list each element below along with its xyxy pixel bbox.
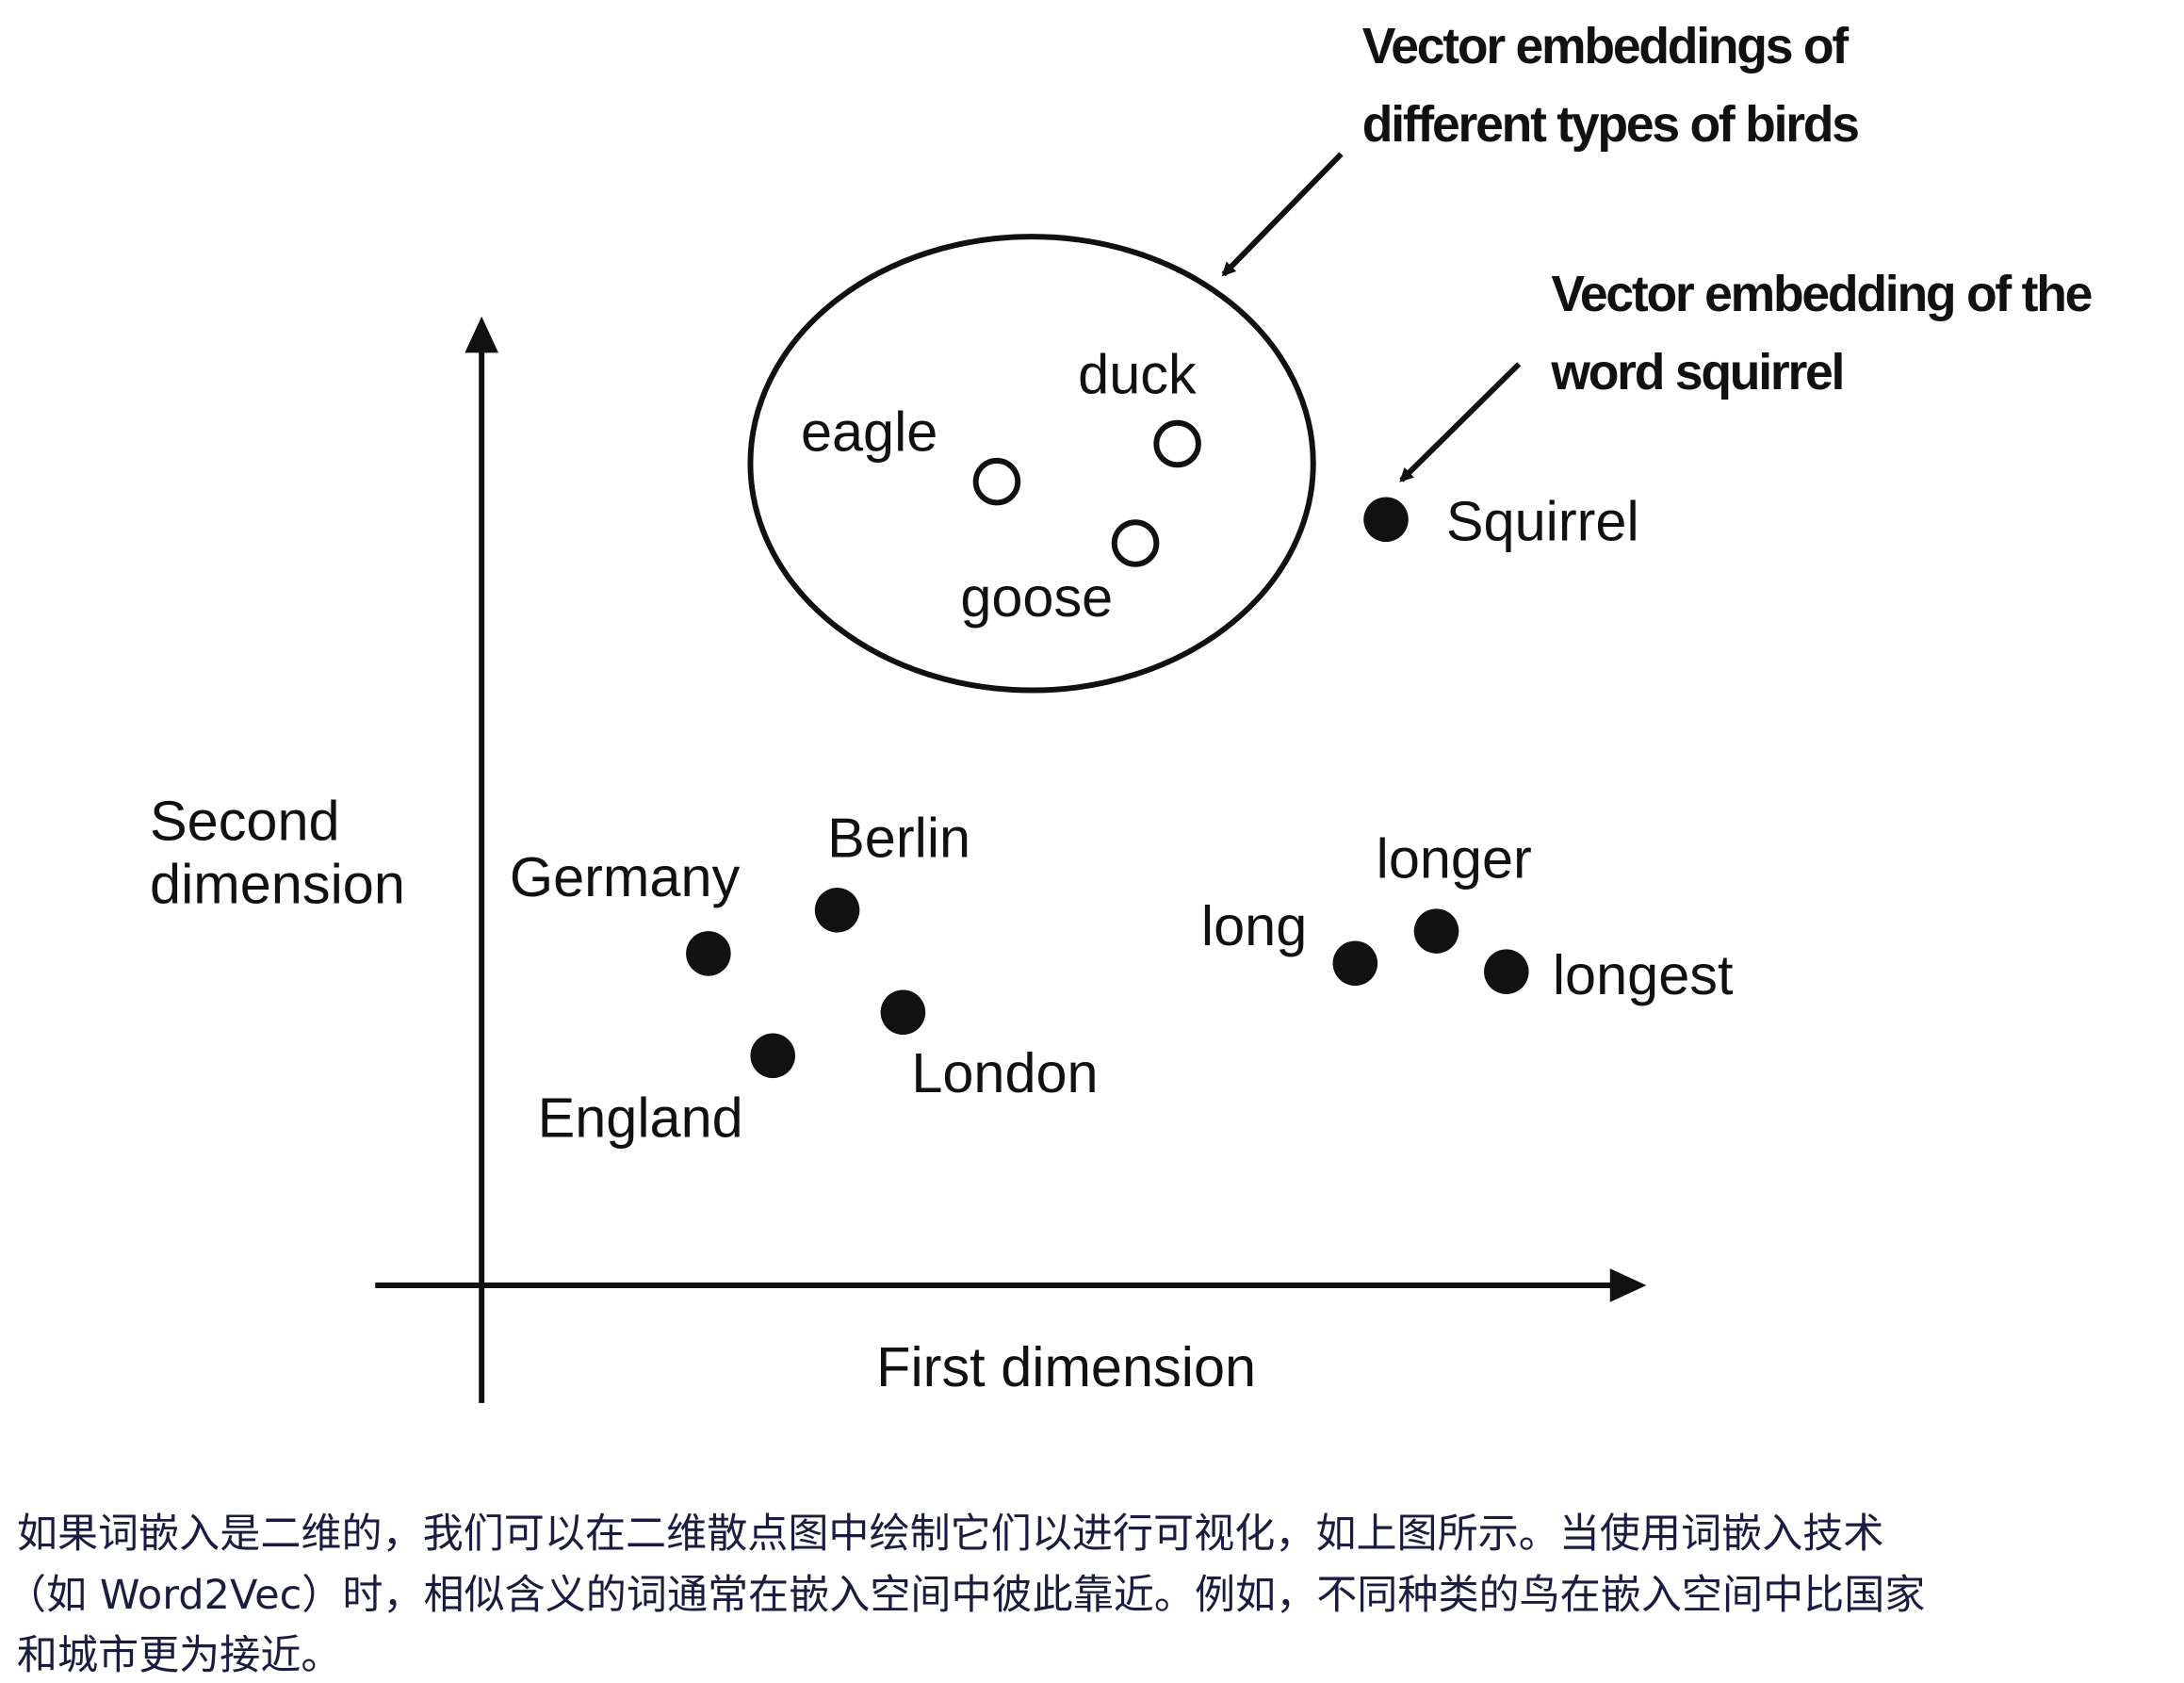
birds-annotation-arrow [1221, 152, 1344, 277]
point-label-berlin: Berlin [827, 806, 970, 869]
point-duck [1153, 419, 1201, 468]
birds-annotation-line-1: Vector embeddings of [1362, 19, 1850, 74]
point-germany [686, 931, 731, 976]
y-axis-label-line-1: Second [150, 790, 340, 853]
point-label-longest: longest [1553, 943, 1734, 1006]
x-axis-arrowhead [1609, 1268, 1647, 1302]
birds-annotation-line-2: different types of birds [1362, 97, 1858, 153]
point-berlin [814, 888, 860, 933]
point-label-london: London [911, 1041, 1098, 1104]
point-england [750, 1033, 795, 1079]
point-label-duck: duck [1078, 343, 1197, 406]
point-label-england: England [538, 1087, 743, 1150]
point-label-goose: goose [960, 565, 1113, 629]
point-eagle [972, 457, 1021, 506]
point-squirrel [1363, 497, 1409, 543]
point-london [880, 989, 926, 1036]
point-label-germany: Germany [510, 845, 741, 908]
y-axis-arrowhead [465, 316, 498, 353]
x-axis-label: First dimension [876, 1335, 1256, 1398]
point-long [1332, 940, 1378, 987]
squirrel-annotation-line-2: word squirrel [1550, 345, 1843, 400]
point-label-long: long [1201, 894, 1307, 957]
point-label-squirrel: Squirrel [1446, 490, 1639, 553]
point-label-eagle: eagle [801, 400, 937, 463]
point-goose [1111, 519, 1160, 567]
caption-line-3: 和城市更为接近。 [17, 1632, 342, 1679]
squirrel-annotation-arrow [1399, 362, 1522, 482]
y-axis-label-line-2: dimension [150, 852, 405, 915]
bird-cluster-ellipse [747, 234, 1316, 694]
points-layer: eagle duck goose Squirrel Germany Berlin Londo… [510, 343, 1734, 1150]
point-longer [1413, 908, 1459, 954]
caption-line-1: 如果词嵌入是二维的，我们可以在二维散点图中绘制它们以进行可视化，如上图所示。当使… [17, 1511, 1884, 1558]
caption-line-2: （如 Word2Vec）时，相似含义的词通常在嵌入空间中彼此靠近。例如，不同种类… [6, 1572, 1925, 1619]
point-longest [1484, 949, 1529, 994]
squirrel-annotation-line-1: Vector embedding of the [1551, 267, 2091, 322]
point-label-longer: longer [1377, 827, 1532, 891]
